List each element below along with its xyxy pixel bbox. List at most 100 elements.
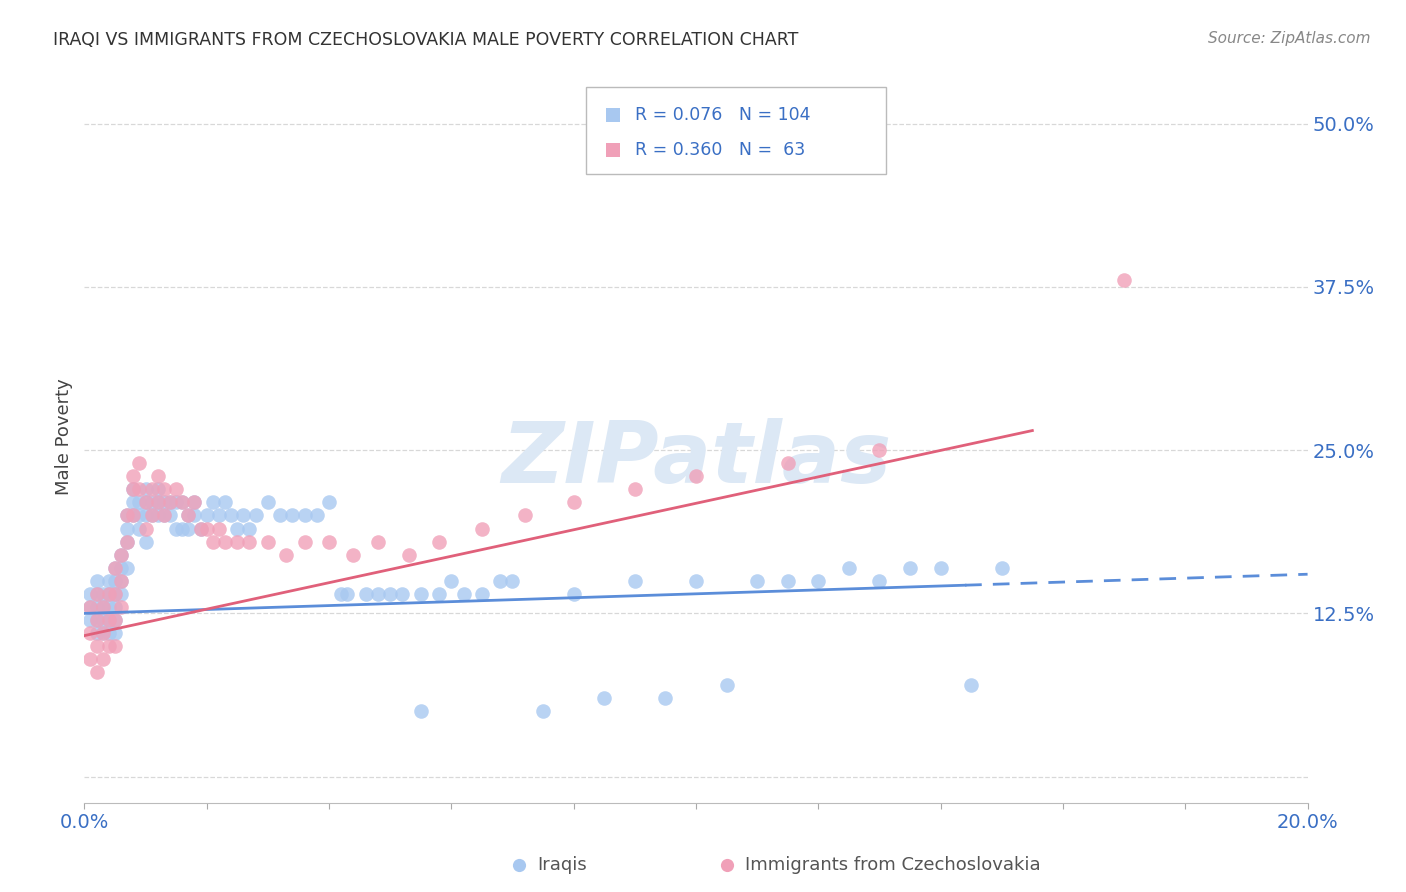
Point	[440, 574, 463, 588]
Point	[195, 521, 218, 535]
Point	[153, 508, 176, 523]
Point	[177, 508, 200, 523]
Point	[104, 613, 127, 627]
Point	[122, 495, 145, 509]
Point	[110, 548, 132, 562]
Point	[183, 495, 205, 509]
Point	[86, 613, 108, 627]
Point	[318, 495, 340, 509]
Point	[79, 599, 101, 614]
Point	[562, 495, 585, 509]
Y-axis label: Male Poverty: Male Poverty	[55, 379, 73, 495]
Point	[141, 495, 163, 509]
Point	[471, 521, 494, 535]
Point	[79, 626, 101, 640]
Point	[453, 587, 475, 601]
Point	[562, 587, 585, 601]
Point	[269, 508, 291, 523]
Point	[110, 560, 132, 574]
Point	[104, 560, 127, 574]
Point	[776, 574, 799, 588]
Point	[91, 599, 114, 614]
Point	[115, 534, 138, 549]
Point	[276, 548, 298, 562]
Point	[409, 705, 432, 719]
Point	[122, 508, 145, 523]
Point	[165, 495, 187, 509]
Point	[624, 483, 647, 497]
Point	[128, 456, 150, 470]
Point	[141, 508, 163, 523]
Text: ZIPatlas: ZIPatlas	[501, 417, 891, 500]
Point	[869, 574, 891, 588]
Point	[153, 508, 176, 523]
Point	[135, 495, 157, 509]
Point	[214, 534, 236, 549]
Point	[685, 574, 707, 588]
Point	[685, 469, 707, 483]
Point	[79, 587, 101, 601]
Point	[747, 574, 769, 588]
Point	[208, 508, 231, 523]
Point	[110, 574, 132, 588]
Point	[257, 534, 280, 549]
Point	[991, 560, 1014, 574]
Point	[172, 521, 194, 535]
Point	[593, 691, 616, 706]
Point	[86, 613, 108, 627]
Point	[91, 652, 114, 666]
Point	[391, 587, 413, 601]
Point	[86, 574, 108, 588]
Point	[122, 483, 145, 497]
Point	[135, 521, 157, 535]
Point	[172, 495, 194, 509]
Point	[97, 587, 120, 601]
Point	[257, 495, 280, 509]
Text: R = 0.360   N =  63: R = 0.360 N = 63	[636, 141, 806, 160]
Point	[427, 534, 450, 549]
Text: Source: ZipAtlas.com: Source: ZipAtlas.com	[1208, 31, 1371, 46]
Point	[141, 508, 163, 523]
Text: Immigrants from Czechoslovakia: Immigrants from Czechoslovakia	[745, 856, 1040, 874]
Point	[86, 665, 108, 680]
Point	[79, 652, 101, 666]
Point	[214, 495, 236, 509]
Point	[146, 469, 169, 483]
Point	[104, 574, 127, 588]
Point	[135, 495, 157, 509]
Point	[104, 587, 127, 601]
Point	[86, 599, 108, 614]
Point	[115, 534, 138, 549]
Point	[86, 626, 108, 640]
Point	[159, 508, 181, 523]
Point	[190, 521, 212, 535]
Point	[869, 443, 891, 458]
Point	[409, 587, 432, 601]
Point	[183, 508, 205, 523]
Point	[97, 574, 120, 588]
Point	[97, 599, 120, 614]
Point	[294, 534, 316, 549]
Point	[201, 495, 224, 509]
Point	[91, 599, 114, 614]
Point	[305, 508, 328, 523]
Point	[380, 587, 402, 601]
Point	[115, 508, 138, 523]
Point	[115, 508, 138, 523]
Point	[141, 483, 163, 497]
Point	[146, 483, 169, 497]
Point	[97, 613, 120, 627]
Point	[367, 587, 389, 601]
Point	[172, 495, 194, 509]
Point	[79, 613, 101, 627]
Point	[219, 508, 242, 523]
Point	[165, 521, 187, 535]
Point	[110, 587, 132, 601]
Point	[330, 587, 353, 601]
Point	[776, 456, 799, 470]
Point	[1114, 273, 1136, 287]
Point	[318, 534, 340, 549]
Point	[226, 521, 249, 535]
Point	[135, 534, 157, 549]
Point	[624, 574, 647, 588]
